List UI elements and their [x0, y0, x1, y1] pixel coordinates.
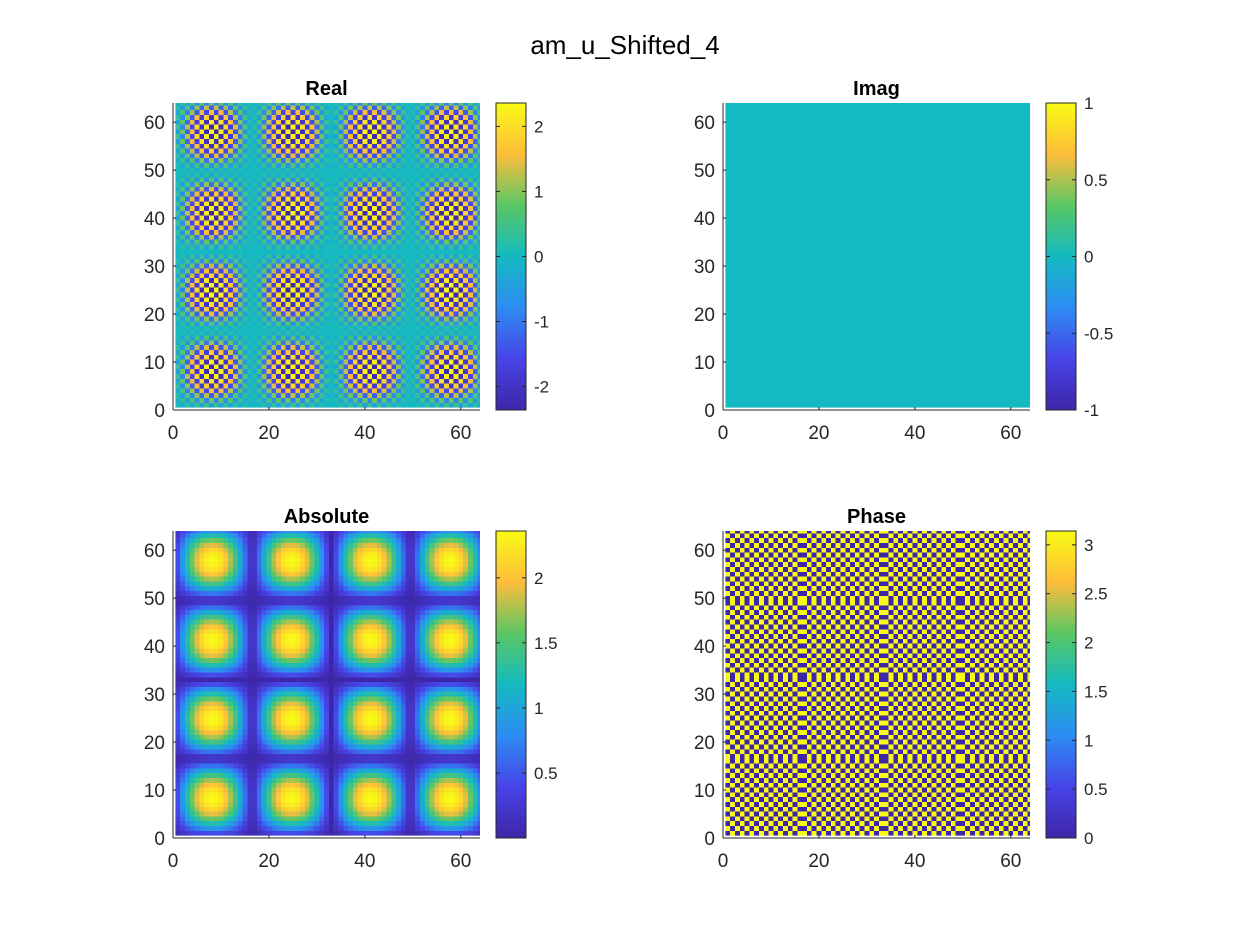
heatmap-image [175, 531, 480, 836]
subplot-imag: 0 20 40 60 0 10 20 30 40 50 60 Imag -1 -0.5 0 0.5 1 [694, 78, 1113, 444]
x-tick-label: 40 [904, 851, 925, 872]
y-tick-label: 30 [144, 685, 165, 706]
subplot-real: 0 20 40 60 0 10 20 30 40 50 60 Real -2 -1 0 1 2 [144, 78, 549, 444]
x-tick-label: 0 [168, 423, 179, 444]
subplot-title: Absolute [284, 506, 370, 528]
colorbar-tick-label: 3 [1084, 536, 1093, 555]
colorbar-tick-label: -1 [1084, 401, 1099, 420]
colorbar-tick-label: 0 [1084, 829, 1093, 848]
colorbar-tick-label: 2 [534, 117, 543, 136]
y-tick-label: 0 [704, 829, 715, 850]
x-tick-label: 0 [718, 423, 729, 444]
colorbar-tick-label: 2 [1084, 634, 1093, 653]
y-tick-label: 20 [144, 305, 165, 326]
colorbar-tick-label: -1 [534, 313, 549, 332]
y-tick-label: 40 [144, 209, 165, 230]
colorbar-tick-label: 1 [1084, 731, 1093, 750]
heatmap-image [175, 103, 480, 408]
x-tick-label: 0 [718, 851, 729, 872]
y-tick-label: 20 [694, 305, 715, 326]
colorbar-tick-label: 1 [534, 182, 543, 201]
colorbar-tick-label: 2.5 [1084, 585, 1108, 604]
y-tick-label: 30 [694, 685, 715, 706]
colorbar-tick-label: 1 [534, 699, 543, 718]
x-tick-label: 20 [808, 851, 829, 872]
y-tick-label: 10 [694, 353, 715, 374]
y-tick-label: 40 [694, 209, 715, 230]
x-tick-label: 60 [1000, 423, 1021, 444]
colorbar [495, 530, 527, 839]
subplot-title: Phase [847, 506, 906, 528]
colorbar-tick-label: 0 [534, 248, 543, 267]
colorbar-tick-label: -2 [534, 378, 549, 397]
y-tick-label: 20 [694, 733, 715, 754]
subplot-title: Real [305, 78, 347, 100]
y-tick-label: 60 [144, 113, 165, 134]
y-tick-label: 10 [694, 781, 715, 802]
heatmap-image [725, 103, 1030, 408]
colorbar-tick-label: 1.5 [1084, 682, 1108, 701]
x-tick-label: 60 [1000, 851, 1021, 872]
colorbar-tick-label: -0.5 [1084, 324, 1113, 343]
x-tick-label: 60 [450, 423, 471, 444]
y-tick-label: 10 [144, 781, 165, 802]
y-tick-label: 60 [144, 541, 165, 562]
figure-title: am_u_Shifted_4 [530, 30, 719, 60]
y-tick-label: 60 [694, 113, 715, 134]
y-tick-label: 20 [144, 733, 165, 754]
y-tick-label: 60 [694, 541, 715, 562]
y-tick-label: 50 [144, 161, 165, 182]
x-tick-label: 40 [354, 423, 375, 444]
colorbar-tick-label: 0.5 [534, 764, 558, 783]
y-tick-label: 40 [694, 637, 715, 658]
subplot-phase: 0 20 40 60 0 10 20 30 40 50 60 Phase 0 0.5 1 1.5 2 2.5 3 [694, 506, 1108, 872]
x-tick-label: 20 [258, 851, 279, 872]
colorbar [495, 102, 527, 411]
y-tick-label: 30 [694, 257, 715, 278]
x-tick-label: 40 [904, 423, 925, 444]
colorbar-tick-label: 1 [1084, 94, 1093, 113]
y-tick-label: 10 [144, 353, 165, 374]
y-tick-label: 0 [154, 829, 165, 850]
y-tick-label: 0 [704, 401, 715, 422]
y-tick-label: 30 [144, 257, 165, 278]
colorbar-tick-label: 0.5 [1084, 780, 1108, 799]
y-tick-label: 50 [144, 589, 165, 610]
colorbar-tick-label: 1.5 [534, 634, 558, 653]
x-tick-label: 60 [450, 851, 471, 872]
x-tick-label: 20 [258, 423, 279, 444]
y-tick-label: 50 [694, 589, 715, 610]
y-tick-label: 40 [144, 637, 165, 658]
y-tick-label: 0 [154, 401, 165, 422]
colorbar [1045, 102, 1077, 411]
colorbar-tick-label: 2 [534, 569, 543, 588]
colorbar-tick-label: 0.5 [1084, 171, 1108, 190]
y-tick-label: 50 [694, 161, 715, 182]
x-tick-label: 40 [354, 851, 375, 872]
x-tick-label: 20 [808, 423, 829, 444]
subplot-title: Imag [853, 78, 900, 100]
colorbar [1045, 530, 1077, 839]
colorbar-tick-label: 0 [1084, 248, 1093, 267]
x-tick-label: 0 [168, 851, 179, 872]
subplot-absolute: 0 20 40 60 0 10 20 30 40 50 60 Absolute 0.5 1 1.5 2 [144, 506, 558, 872]
heatmap-image [725, 531, 1030, 836]
